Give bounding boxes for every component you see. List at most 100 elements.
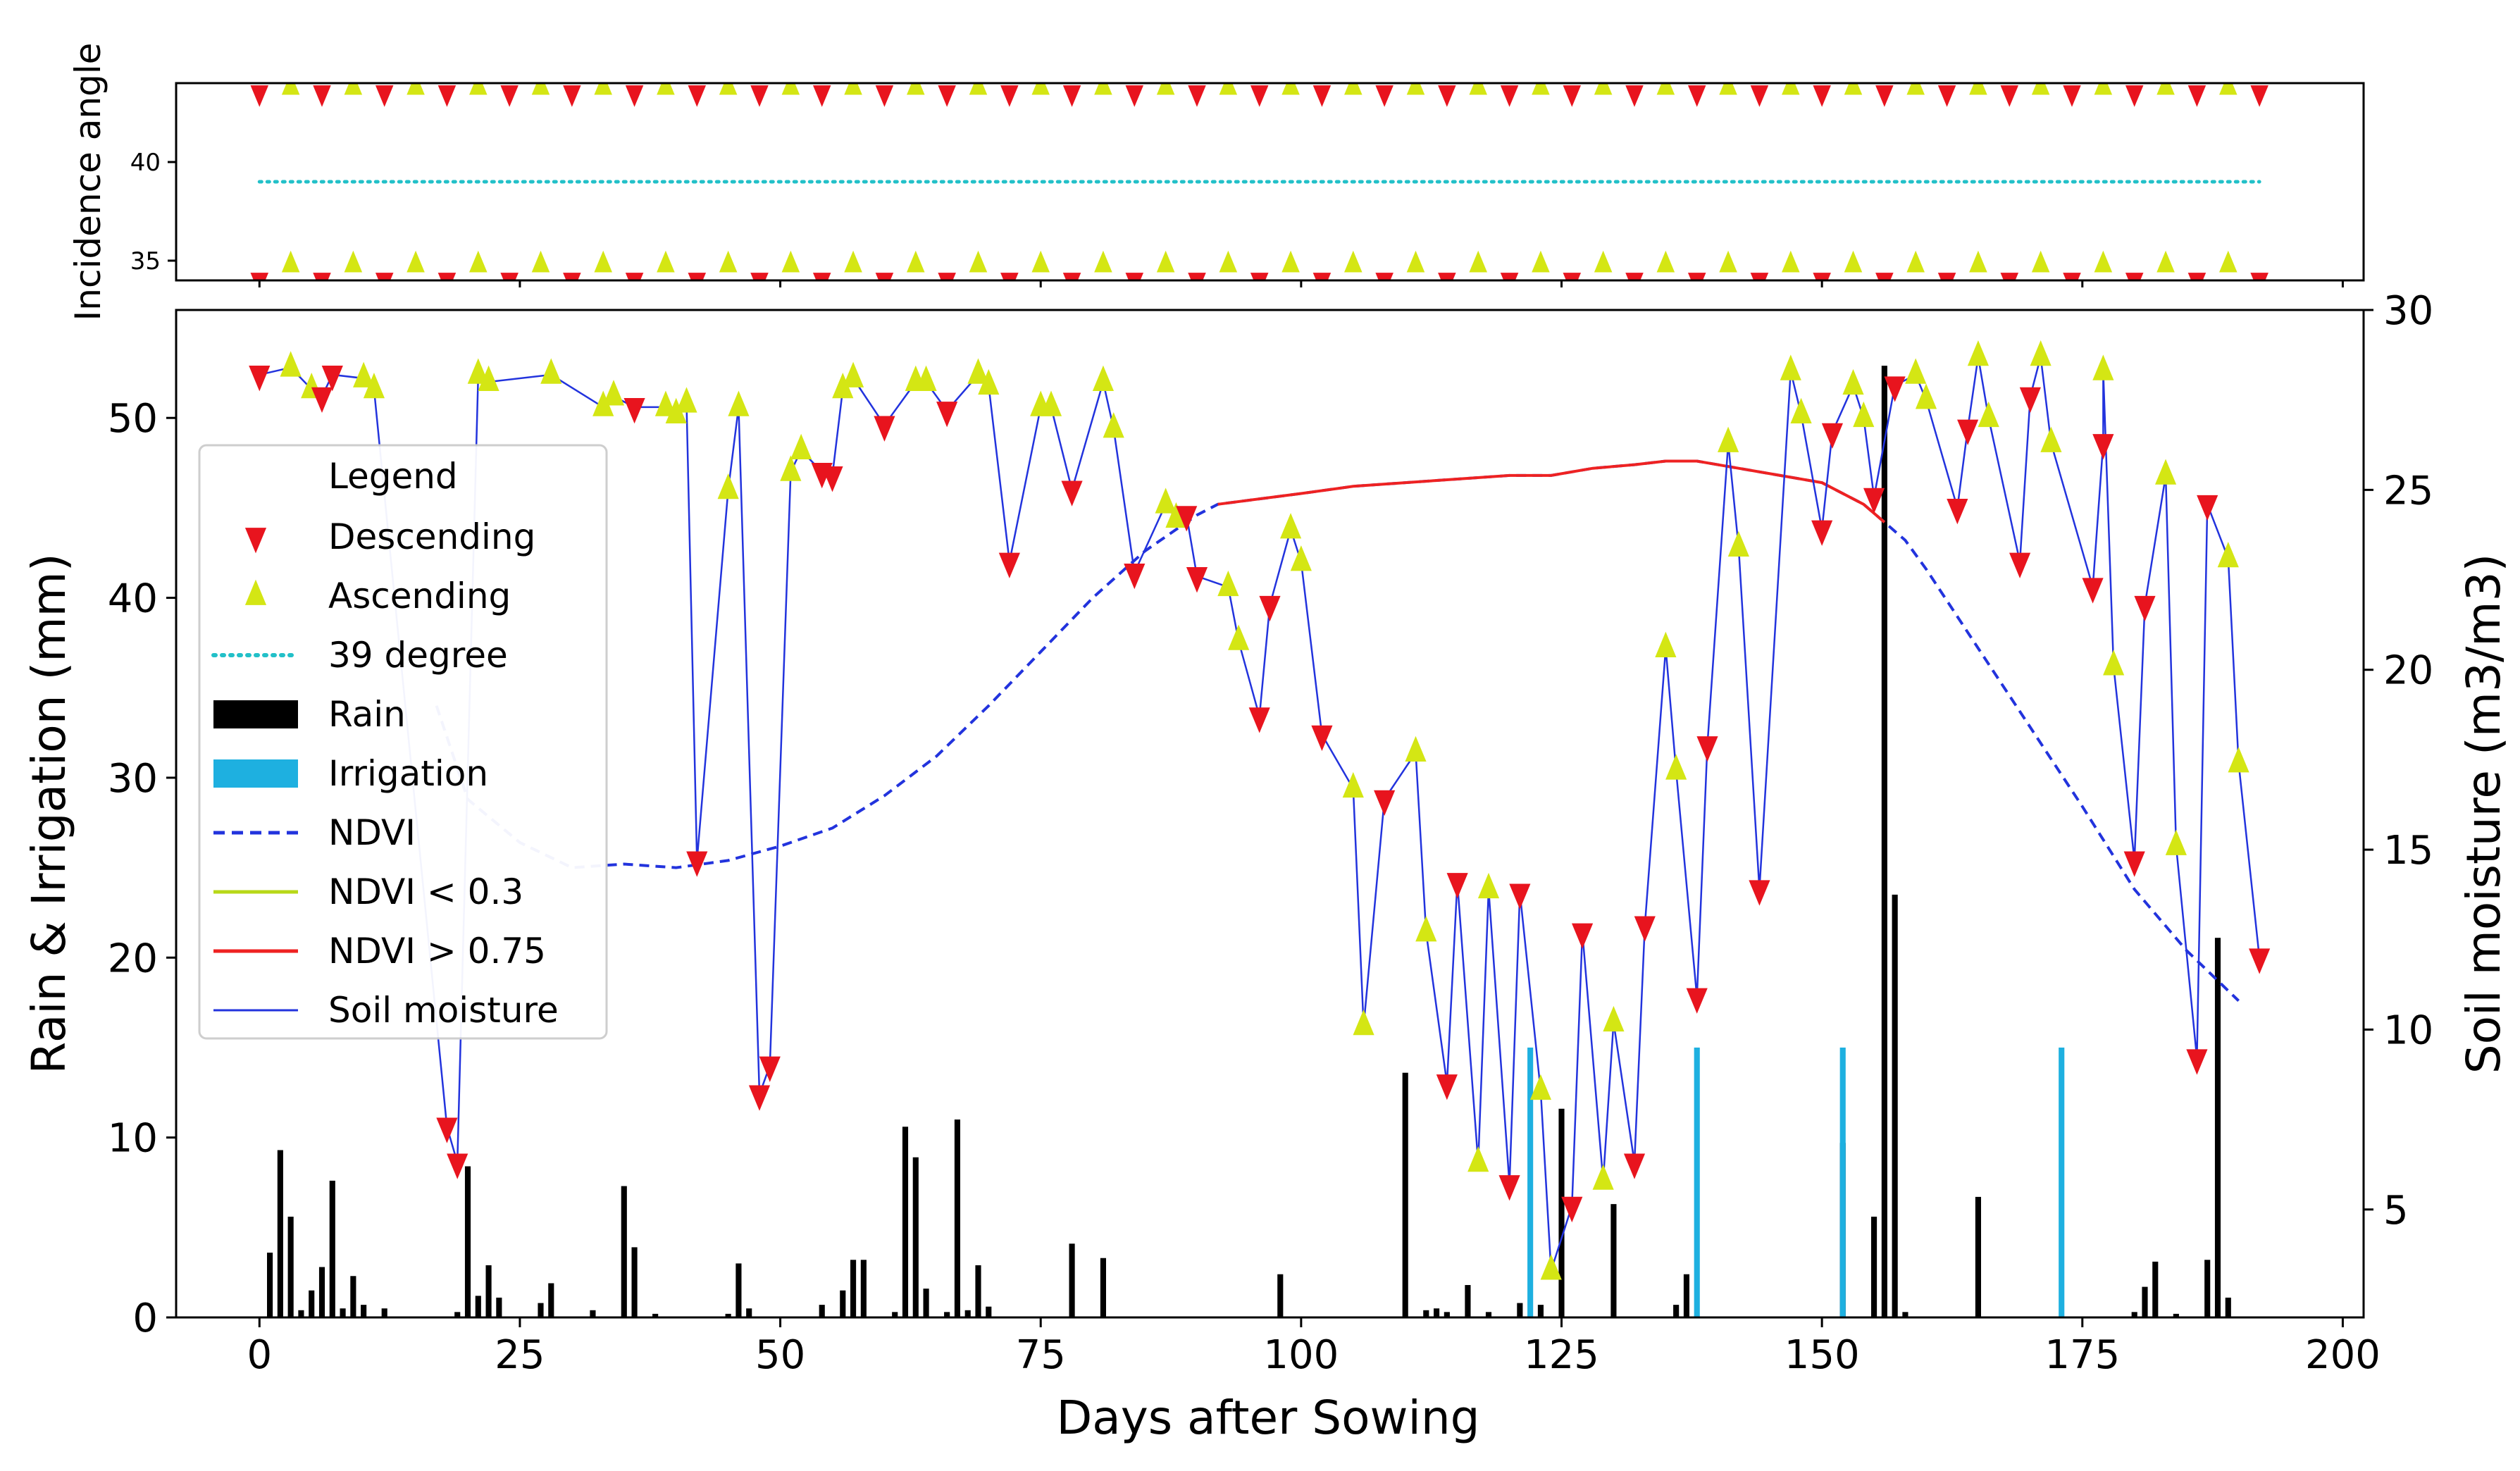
ascending-angle-marker	[344, 250, 363, 273]
rain-bar	[954, 1119, 960, 1317]
x-axis-label: Days after Sowing	[1056, 1391, 1479, 1445]
irrigation-bar	[1694, 1047, 1700, 1317]
descending-angle-marker	[938, 85, 956, 107]
ascending-angle-marker	[1281, 83, 1300, 95]
rain-bar	[1402, 1072, 1408, 1317]
rain-bar	[496, 1297, 502, 1317]
rain-bar	[361, 1305, 367, 1317]
soil-moisture-ascending-point	[1727, 530, 1749, 557]
soil-moisture-ascending-point	[1717, 426, 1739, 452]
descending-angle-marker	[688, 273, 707, 280]
rain-bar	[902, 1126, 909, 1317]
soil-moisture-descending-point	[1863, 488, 1885, 514]
legend-label: NDVI	[328, 812, 416, 853]
y-tick-label-right: 10	[2383, 1007, 2433, 1053]
descending-angle-marker	[1312, 85, 1332, 107]
descending-angle-marker	[1875, 273, 1894, 280]
ascending-angle-marker	[2094, 83, 2113, 95]
ascending-angle-marker	[281, 250, 300, 273]
ascending-angle-marker	[1406, 83, 1425, 95]
ascending-angle-marker	[2094, 250, 2113, 273]
ascending-angle-marker	[1219, 83, 1238, 95]
ascending-angle-marker	[1782, 250, 1800, 273]
rain-bar	[309, 1290, 315, 1317]
soil-moisture-descending-point	[249, 366, 271, 392]
rain-bar	[850, 1260, 857, 1317]
soil-moisture-ascending-point	[654, 390, 677, 416]
soil-moisture-descending-point	[1623, 1153, 1646, 1179]
ascending-angle-marker	[1156, 83, 1175, 95]
rain-bar	[1673, 1305, 1680, 1317]
descending-angle-marker	[2250, 273, 2268, 280]
rain-bar	[1100, 1258, 1106, 1317]
ascending-angle-marker	[531, 250, 550, 273]
soil-moisture-ascending-point	[1103, 412, 1124, 438]
legend: Legend Descending Ascending 39 degree Rain I…	[198, 444, 608, 1040]
rain-bar	[631, 1247, 638, 1317]
ascending-angle-marker	[1969, 250, 1987, 273]
rain-bar	[1485, 1312, 1492, 1317]
descending-angle-marker	[2000, 273, 2019, 280]
rain-bar	[1558, 1108, 1565, 1317]
soil-moisture-descending-point	[2123, 851, 2145, 877]
descending-angle-marker	[1250, 85, 1269, 107]
soil-moisture-ascending-point	[1342, 771, 1364, 798]
rain-bar	[725, 1313, 731, 1317]
legend-label: NDVI < 0.3	[328, 871, 523, 912]
irrigation-bar	[1527, 1047, 1534, 1317]
soil-moisture-ascending-point	[1592, 1164, 1614, 1190]
soil-moisture-ascending-point	[1092, 365, 1115, 392]
descending-angle-marker	[1312, 273, 1332, 280]
ascending-angle-marker	[2219, 83, 2237, 95]
ascending-angle-marker	[1656, 250, 1675, 273]
ascending-angle-marker	[907, 83, 925, 95]
ascending-angle-marker	[531, 83, 550, 95]
ascending-angle-marker	[1344, 83, 1363, 95]
x-tick-label: 175	[2044, 1332, 2120, 1378]
ascending-angle-marker	[406, 250, 425, 273]
y-tick-label-left: 50	[108, 396, 158, 442]
descending-angle-marker	[1813, 273, 1831, 280]
ascending-angle-marker	[2031, 250, 2050, 273]
main-plot-frame	[175, 309, 2365, 1319]
descending-angle-marker	[1125, 85, 1144, 107]
descending-angle-marker	[313, 273, 331, 280]
y-tick-label-right: 30	[2383, 288, 2433, 334]
soil-moisture-descending-point	[311, 387, 333, 413]
rain-bar	[2204, 1260, 2211, 1317]
soil-moisture-descending-point	[1686, 988, 1708, 1014]
rain-bar	[464, 1166, 471, 1317]
rain-bar	[2173, 1313, 2179, 1317]
soil-moisture-ascending-point	[2154, 459, 2177, 485]
ascending-angle-marker	[1344, 250, 1363, 273]
y-tick-label-left: 40	[108, 576, 158, 622]
soil-moisture-ascending-point	[2040, 426, 2062, 452]
soil-moisture-descending-point	[1509, 883, 1531, 910]
descending-angle-marker	[2250, 85, 2268, 107]
rain-bar	[318, 1267, 325, 1317]
ascending-angle-marker	[344, 83, 363, 95]
ndvi-line	[435, 459, 2240, 1003]
soil-moisture-ascending-point	[1603, 1005, 1625, 1032]
soil-moisture-descending-point	[2186, 1049, 2208, 1075]
soil-moisture-descending-point	[2134, 595, 2156, 622]
legend-swatch-irrigation	[213, 759, 298, 788]
rain-bar	[2131, 1312, 2137, 1317]
ascending-angle-marker	[1094, 83, 1112, 95]
soil-moisture-ascending-point	[967, 358, 989, 384]
soil-moisture-descending-point	[1498, 1175, 1520, 1201]
soil-moisture-ascending-point	[1655, 631, 1677, 657]
descending-angle-marker	[1625, 273, 1644, 280]
incidence-angle-panel: 35 40 Incidence angle	[68, 43, 2365, 321]
soil-moisture-descending-point	[1884, 376, 1906, 402]
descending-angle-marker	[250, 273, 269, 280]
soil-moisture-ascending-point	[1780, 354, 1801, 380]
soil-moisture-descending-point	[1947, 499, 1968, 525]
y-tick-label-right: 5	[2383, 1188, 2409, 1234]
descending-angle-marker	[875, 85, 894, 107]
y-axis-label-right: Soil moisture (m3/m3)	[2457, 554, 2511, 1074]
descending-angle-marker	[1813, 85, 1831, 107]
soil-moisture-ascending-point	[717, 473, 739, 499]
soil-moisture-ascending-point	[978, 368, 1000, 395]
ascending-angle-marker	[1031, 250, 1050, 273]
